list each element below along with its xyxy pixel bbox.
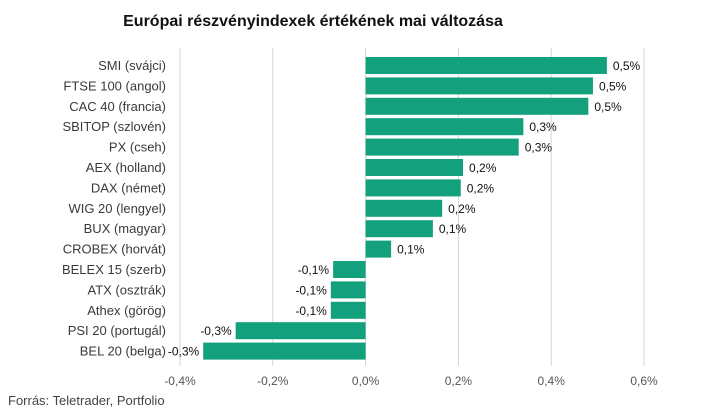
bar: [365, 118, 524, 136]
bar: [365, 220, 433, 238]
value-label: -0,1%: [295, 283, 327, 297]
value-label: 0,2%: [469, 161, 497, 175]
category-label: CROBEX (horvát): [63, 242, 166, 257]
bars: [203, 57, 607, 360]
category-label: ATX (osztrák): [88, 282, 167, 297]
x-tick-label: 0,6%: [630, 374, 658, 388]
category-label: CAC 40 (francia): [69, 99, 166, 114]
value-label: -0,3%: [200, 324, 232, 338]
value-label: -0,1%: [298, 263, 330, 277]
category-label: WIG 20 (lengyel): [68, 201, 166, 216]
x-tick-label: -0,4%: [164, 374, 196, 388]
value-label: 0,2%: [448, 202, 476, 216]
category-label: DAX (német): [91, 180, 166, 195]
value-label: 0,2%: [467, 181, 495, 195]
bar: [365, 159, 464, 176]
category-label: PSI 20 (portugál): [68, 323, 166, 338]
bar: [365, 199, 443, 217]
value-label: -0,1%: [295, 304, 327, 318]
x-axis-ticks: -0,4% -0,2% 0,0% 0,2% 0,4% 0,6%: [164, 374, 658, 388]
value-label: 0,3%: [525, 141, 553, 155]
bar: [365, 77, 593, 95]
value-labels: 0,5% 0,5% 0,5% 0,3% 0,3% 0,2% 0,2% 0,2% 0,1% 0,1%…: [168, 59, 641, 359]
value-label: 0,1%: [439, 222, 467, 236]
category-label: AEX (holland): [86, 160, 166, 175]
bar: [235, 322, 366, 340]
value-label: 0,5%: [613, 59, 641, 73]
bar: [333, 261, 366, 278]
bar: [365, 57, 607, 74]
bar: [365, 138, 519, 156]
category-label: BEL 20 (belga): [80, 344, 166, 359]
category-label: Athex (görög): [87, 303, 166, 318]
category-label: SBITOP (szlovén): [62, 119, 166, 134]
bar: [365, 97, 589, 115]
x-tick-label: 0,4%: [538, 374, 566, 388]
category-label: BELEX 15 (szerb): [62, 262, 166, 277]
value-label: 0,3%: [529, 120, 557, 134]
category-labels: SMI (svájci) FTSE 100 (angol) CAC 40 (fran…: [62, 58, 166, 359]
value-label: 0,5%: [599, 79, 627, 93]
x-tick-label: -0,2%: [257, 374, 289, 388]
category-label: FTSE 100 (angol): [63, 78, 166, 93]
value-label: -0,3%: [168, 345, 200, 359]
bar: [203, 342, 366, 360]
bar: [330, 301, 366, 319]
x-tick-label: 0,0%: [352, 374, 380, 388]
bar: [330, 281, 366, 299]
source-note: Forrás: Teletrader, Portfolio: [8, 393, 165, 408]
chart-title: Európai részvényindexek értékének mai vá…: [123, 13, 503, 30]
bar: [365, 240, 392, 258]
category-label: SMI (svájci): [98, 58, 166, 73]
x-tick-label: 0,2%: [445, 374, 473, 388]
bar: [365, 179, 461, 197]
category-label: BUX (magyar): [84, 221, 166, 236]
value-label: 0,1%: [397, 243, 425, 257]
category-label: PX (cseh): [109, 140, 166, 155]
value-label: 0,5%: [594, 100, 622, 114]
